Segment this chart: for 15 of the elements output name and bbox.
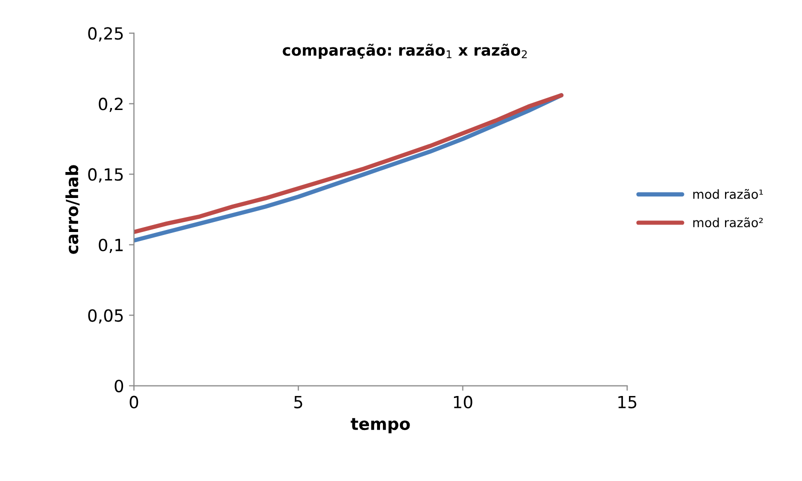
y-tick-label: 0 bbox=[114, 380, 124, 392]
x-tick-label: 10 bbox=[454, 396, 472, 408]
y-tick-label: 0,1 bbox=[98, 238, 123, 253]
x-tick-label: 0 bbox=[130, 396, 138, 408]
x-tick-label: 5 bbox=[294, 396, 302, 408]
legend-label: mod razão² bbox=[693, 217, 763, 228]
y-tick-label: 0,05 bbox=[88, 309, 123, 324]
y-axis-title: carro/hab bbox=[65, 165, 80, 254]
text: comparação: razão$_{1}$ x razão$_{2}$ bbox=[282, 44, 527, 59]
y-tick-label: 0,2 bbox=[98, 98, 123, 112]
legend-label: mod razão¹ bbox=[693, 189, 763, 199]
x-tick-label: 15 bbox=[618, 396, 636, 408]
y-tick-label: 0,15 bbox=[88, 168, 123, 182]
y-tick-label: 0,25 bbox=[88, 27, 123, 42]
x-axis-title: tempo bbox=[350, 418, 410, 434]
